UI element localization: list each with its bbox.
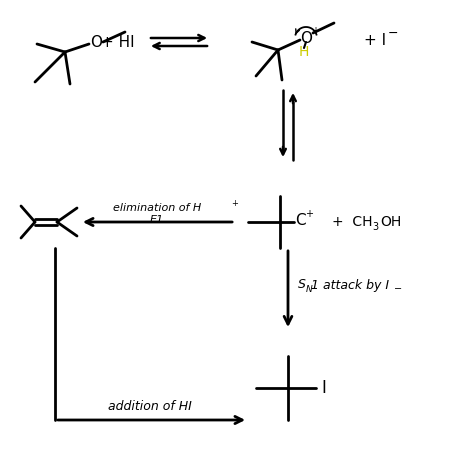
Text: O: O [300, 30, 311, 45]
Text: +: + [304, 209, 313, 219]
Text: 1 attack by I: 1 attack by I [310, 278, 388, 292]
Text: OH: OH [379, 215, 400, 229]
Text: addition of HI: addition of HI [108, 400, 192, 412]
Text: + I: + I [363, 32, 385, 47]
Text: N: N [305, 285, 312, 293]
Text: elimination of H: elimination of H [113, 203, 200, 213]
Text: −: − [393, 284, 401, 294]
Text: +: + [231, 198, 238, 207]
Text: −: − [387, 27, 397, 39]
Text: 3: 3 [371, 222, 377, 232]
Text: C: C [294, 212, 305, 227]
Text: E1: E1 [150, 215, 164, 225]
Text: S: S [297, 278, 305, 292]
Text: + HI: + HI [101, 35, 135, 50]
Text: +  CH: + CH [332, 215, 372, 229]
Text: O: O [90, 35, 102, 50]
Text: +: + [310, 26, 319, 36]
Text: H: H [298, 45, 308, 59]
Text: I: I [321, 379, 326, 397]
